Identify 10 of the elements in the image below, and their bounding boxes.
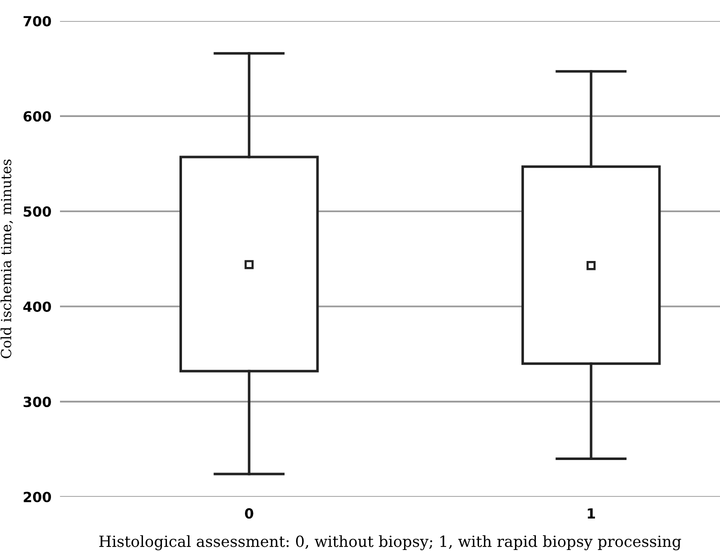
y-tick-label: 700 bbox=[24, 16, 52, 26]
y-tick-label: 600 bbox=[24, 111, 52, 122]
y-tick-label: 200 bbox=[24, 492, 52, 502]
y-axis-title: Cold ischemia time, minutes bbox=[0, 159, 14, 358]
x-tick-label: 0 bbox=[244, 508, 254, 519]
x-axis-title: Histological assessment: 0, without biopsy; 1, with rapid biopsy processing bbox=[99, 535, 682, 550]
y-tick-label: 500 bbox=[24, 206, 52, 217]
x-tick-label: 1 bbox=[588, 508, 595, 518]
y-tick-label: 300 bbox=[24, 396, 52, 408]
y-tick-label: 400 bbox=[23, 301, 52, 312]
